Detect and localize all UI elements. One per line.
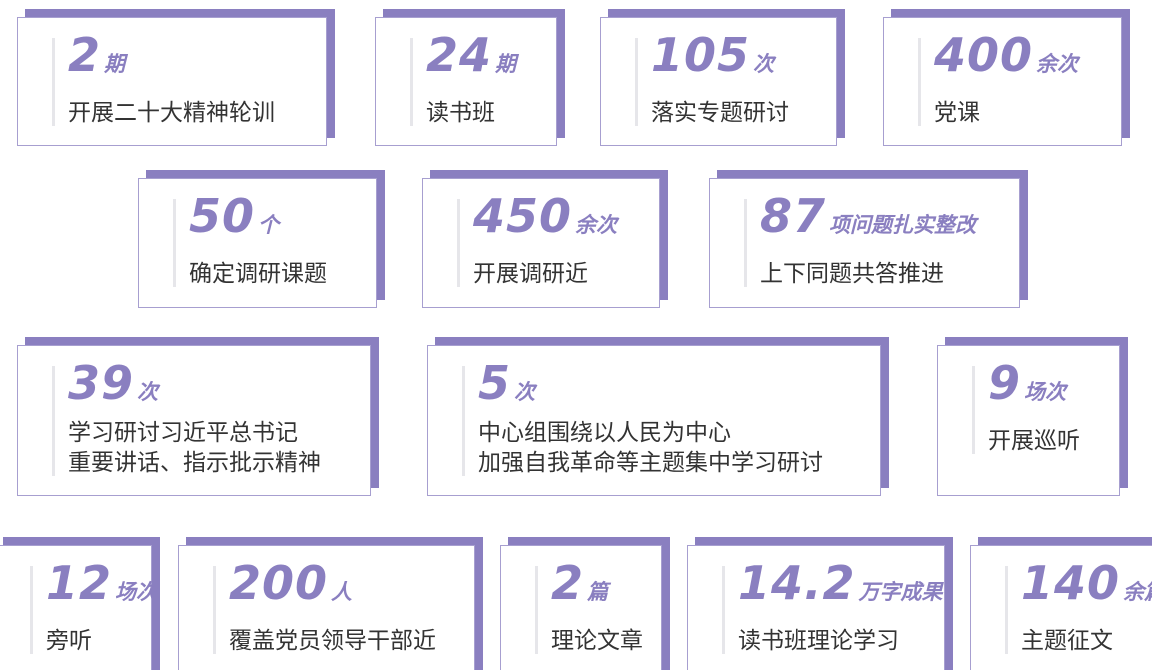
stat-card: 140余篇主题征文	[970, 545, 1152, 670]
divider	[744, 199, 747, 287]
unit: 期	[495, 52, 517, 76]
stat-card: 14.2 万字成果读书班理论学习	[687, 545, 945, 670]
unit: 场次	[115, 580, 158, 604]
number: 12	[46, 556, 113, 610]
divider	[722, 566, 725, 654]
stat-number: 140余篇	[1021, 556, 1152, 610]
stat-card: 24 期读书班	[375, 17, 557, 146]
description: 读书班理论学习	[738, 628, 899, 654]
number: 200	[229, 556, 329, 610]
stat-card: 12 场次 旁听	[0, 545, 157, 670]
stat-card: 2 期开展二十大精神轮训	[17, 17, 327, 146]
unit: 余篇	[1123, 580, 1152, 604]
unit: 期	[104, 52, 126, 76]
description: 确定调研课题	[189, 261, 327, 287]
description: 加强自我革命等主题集中学习研讨	[478, 450, 823, 476]
unit: 个	[258, 213, 280, 237]
description: 党课	[934, 100, 980, 126]
number: 24	[426, 28, 493, 82]
stat-number: 450 余次	[473, 189, 617, 243]
number: 87	[760, 189, 827, 243]
stat-card: 39 次学习研讨习近平总书记 重要讲话、指示批示精神	[17, 345, 371, 496]
unit: 余次	[575, 213, 618, 237]
number: 5	[478, 356, 512, 410]
description: 开展调研近	[473, 261, 588, 287]
divider	[1005, 566, 1008, 654]
stat-number: 400 余次	[934, 28, 1078, 82]
number: 140	[1021, 556, 1121, 610]
description: 主题征文	[1021, 628, 1113, 654]
number: 39	[68, 356, 135, 410]
unit: 次	[514, 380, 536, 404]
divider	[410, 38, 413, 126]
divider	[213, 566, 216, 654]
divider	[972, 366, 975, 454]
divider	[173, 199, 176, 287]
stat-number: 87 项问题扎实整改	[760, 189, 976, 243]
unit: 次	[137, 380, 159, 404]
description: 重要讲话、指示批示精神	[68, 450, 321, 476]
description: 理论文章	[551, 628, 643, 654]
description: 学习研讨习近平总书记	[68, 420, 298, 446]
number: 105	[651, 28, 751, 82]
number: 50	[189, 189, 256, 243]
stat-card: 5 次中心组围绕以人民为中心加强自我革命等主题集中学习研讨	[427, 345, 881, 496]
divider	[457, 199, 460, 287]
stat-card: 2 篇理论文章	[500, 545, 662, 670]
description: 覆盖党员领导干部近	[229, 628, 436, 654]
stat-card: 450 余次开展调研近	[422, 178, 660, 308]
number: 9	[988, 356, 1022, 410]
divider	[30, 566, 33, 654]
divider	[52, 366, 55, 476]
stat-card: 50 个确定调研课题	[138, 178, 377, 308]
stat-number: 14.2 万字成果	[738, 556, 943, 610]
description: 中心组围绕以人民为中心	[478, 420, 731, 446]
stat-number: 39 次	[68, 356, 158, 410]
divider	[918, 38, 921, 126]
unit: 万字成果	[858, 580, 943, 604]
number: 14.2	[738, 556, 856, 610]
description: 落实专题研讨	[651, 100, 789, 126]
number: 2	[68, 28, 102, 82]
unit: 篇	[587, 580, 609, 604]
stat-card: 400 余次党课	[883, 17, 1122, 146]
stat-number: 9 场次	[988, 356, 1066, 410]
number: 450	[473, 189, 573, 243]
unit: 次	[753, 52, 775, 76]
number: 2	[551, 556, 585, 610]
unit: 人	[331, 580, 353, 604]
stat-number: 24 期	[426, 28, 516, 82]
divider	[52, 38, 55, 126]
stat-number: 12 场次	[46, 556, 157, 610]
stat-card: 9 场次开展巡听	[937, 345, 1120, 496]
description: 上下同题共答推进	[760, 261, 944, 287]
divider	[635, 38, 638, 126]
description: 开展巡听	[988, 428, 1080, 454]
description: 旁听	[46, 628, 92, 654]
stat-card: 200 人覆盖党员领导干部近	[178, 545, 475, 670]
number: 400	[934, 28, 1034, 82]
divider	[535, 566, 538, 654]
unit: 项问题扎实整改	[829, 213, 977, 237]
stat-card: 105 次落实专题研讨	[600, 17, 837, 146]
stat-number: 50 个	[189, 189, 279, 243]
stat-number: 200 人	[229, 556, 352, 610]
description: 开展二十大精神轮训	[68, 100, 275, 126]
description: 读书班	[426, 100, 495, 126]
unit: 余次	[1036, 52, 1079, 76]
divider	[462, 366, 465, 476]
stat-number: 105 次	[651, 28, 774, 82]
stat-card: 87 项问题扎实整改上下同题共答推进	[709, 178, 1020, 308]
unit: 场次	[1024, 380, 1067, 404]
